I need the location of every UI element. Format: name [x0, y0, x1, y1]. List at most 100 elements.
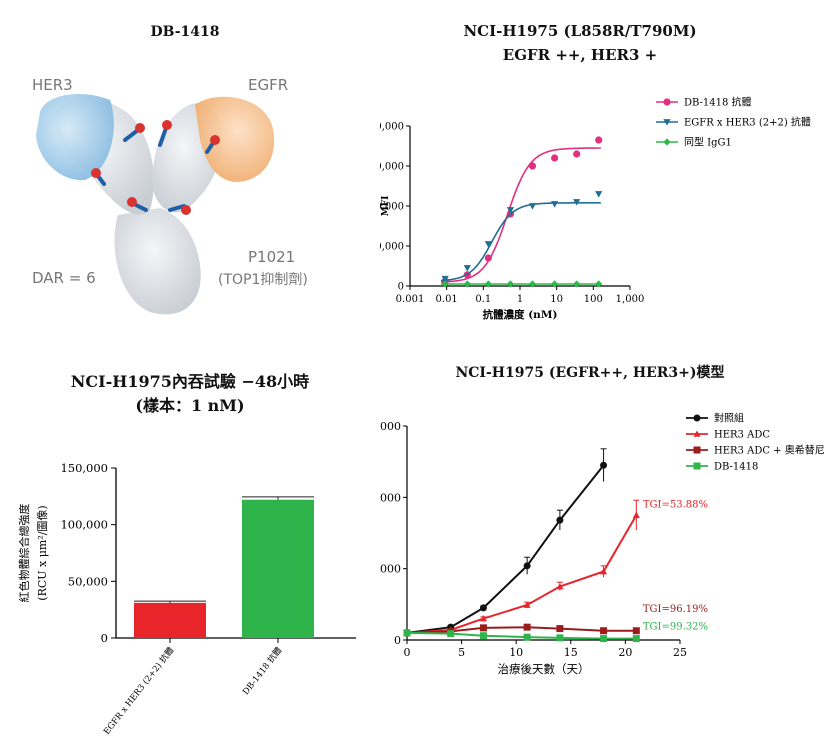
data-point	[441, 280, 449, 288]
panel-c: NCI-H1975內吞試驗 −48小時 (樣本：1 nM) 0 50,000 100…	[0, 350, 380, 745]
xenograft-chart: 0 5 10 15 20 25 0 1,000 2,000 3,000 治療後天數（天） 對照組 HER…	[380, 412, 825, 677]
legend-label: DB-1418 抗體	[684, 96, 752, 109]
y-axis-label-unit: (RCU x μm²/圖像)	[36, 505, 49, 600]
x-axis-label: 抗體濃度 (nM)	[483, 308, 558, 321]
internalization-chart: 0 50,000 100,000 150,000 紅色物體綜合總強度 (RCU x μm²…	[17, 461, 356, 737]
data-point	[595, 136, 603, 144]
legend-marker	[693, 414, 701, 422]
panel-d: NCI-H1975 (EGFR++, HER3+)模型 0 5 10 15 20 25 0 1…	[380, 350, 836, 745]
tgi-annotation: TGI=99.32%	[643, 621, 708, 632]
data-point	[523, 633, 531, 641]
legend-label: DB-1418	[714, 462, 758, 473]
data-point	[600, 635, 608, 643]
data-point	[479, 624, 487, 632]
legend-marker	[693, 446, 701, 454]
legend-marker	[693, 462, 701, 470]
binding-subtitle: EGFR ++, HER3 +	[502, 46, 658, 64]
data-point	[600, 461, 608, 469]
panel-a: DB-1418	[0, 0, 370, 340]
data-point	[479, 632, 487, 640]
data-point	[595, 191, 603, 198]
data-point	[550, 201, 559, 208]
bar	[134, 602, 206, 638]
data-point	[600, 568, 608, 575]
data-point	[556, 625, 564, 633]
y-tick-label: 40,000	[380, 122, 404, 133]
x-tick-label: 20	[618, 646, 632, 659]
fc-region	[114, 208, 201, 315]
x-tick-label: 1,000	[616, 294, 645, 305]
binding-title: NCI-H1975 (L858R/T790M)	[463, 22, 697, 40]
y-tick-label: 0	[398, 282, 404, 293]
x-tick-label: DB-1418 抗體	[240, 645, 284, 697]
panel-b: NCI-H1975 (L858R/T790M) EGFR ++, HER3 + …	[380, 0, 836, 340]
x-tick-label: 5	[458, 646, 465, 659]
data-point	[441, 275, 449, 283]
x-axis-label: 治療後天數（天）	[498, 662, 590, 676]
x-tick-label: 15	[564, 646, 578, 659]
fit-curve-0	[441, 147, 601, 283]
payload-note: (TOP1抑制劑)	[218, 271, 308, 288]
data-point	[506, 280, 515, 288]
data-point	[600, 627, 608, 635]
internalization-subtitle: (樣本：1 nM)	[135, 396, 245, 415]
y-tick-label: 0	[394, 634, 401, 647]
y-axis-label: 紅色物體綜合總強度	[17, 504, 31, 603]
x-tick-label: 0	[404, 646, 411, 659]
data-point	[479, 615, 487, 622]
x-tick-label: 25	[673, 646, 687, 659]
legend-marker	[663, 98, 671, 106]
data-point	[632, 635, 640, 643]
data-point	[632, 511, 640, 518]
tgi-annotation: TGI=53.88%	[643, 499, 708, 510]
data-point	[556, 583, 564, 590]
x-tick-label: 10	[509, 646, 523, 659]
data-point	[484, 280, 492, 288]
egfr-label: EGFR	[248, 76, 288, 94]
data-point	[484, 241, 492, 248]
y-tick-label: 20,000	[380, 202, 404, 213]
y-tick-label: 30,000	[380, 162, 404, 173]
x-tick-label: 100	[584, 294, 603, 305]
her3-binding-domain	[36, 93, 114, 181]
antibody-illustration: HER3 EGFR DAR = 6 P1021 (TOP1抑制劑)	[32, 76, 308, 315]
data-point	[479, 604, 487, 612]
data-point	[556, 634, 564, 642]
internalization-title: NCI-H1975內吞試驗 −48小時	[70, 372, 310, 391]
y-axis-label: MFI	[381, 196, 391, 217]
data-point	[523, 562, 531, 570]
data-point	[573, 150, 581, 158]
data-point	[528, 203, 537, 210]
xenograft-title: NCI-H1975 (EGFR++, HER3+)模型	[455, 365, 725, 381]
drug-payloads	[91, 120, 220, 215]
payload-label: P1021	[248, 248, 295, 266]
x-tick-label: 1	[517, 294, 523, 305]
y-tick-label: 10,000	[380, 242, 404, 253]
y-tick-label: 2,000	[380, 491, 401, 504]
data-point	[573, 199, 581, 206]
legend-label: 對照組	[714, 412, 744, 425]
data-point	[403, 629, 411, 637]
data-point	[550, 280, 559, 288]
x-tick-label: 0.1	[475, 294, 491, 305]
data-point	[523, 623, 531, 631]
tgi-annotation: TGI=96.19%	[643, 604, 708, 615]
legend-label: HER3 ADC + 奧希替尼	[714, 444, 825, 457]
bar	[242, 499, 314, 638]
data-point	[556, 516, 564, 524]
y-tick-label: 100,000	[60, 518, 108, 532]
y-tick-label: 150,000	[60, 461, 108, 475]
legend-label: HER3 ADC	[714, 430, 770, 441]
legend-marker	[663, 119, 671, 126]
x-tick-label: 0.01	[436, 294, 458, 305]
fit-curve-1	[440, 202, 601, 282]
legend-marker	[693, 430, 701, 437]
egfr-binding-domain	[195, 96, 275, 182]
series-line-0	[406, 464, 605, 634]
data-point	[573, 280, 581, 288]
y-tick-label: 3,000	[380, 420, 401, 433]
data-point	[447, 630, 455, 638]
data-point	[463, 280, 471, 288]
data-point	[463, 265, 471, 272]
x-tick-label: 0.001	[396, 294, 425, 305]
